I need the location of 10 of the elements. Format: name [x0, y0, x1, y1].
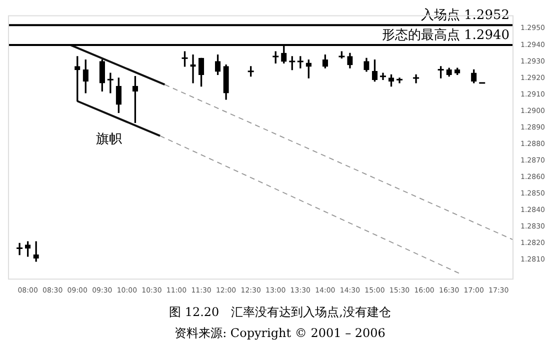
candlestick	[106, 72, 114, 94]
candlestick	[16, 242, 24, 256]
candlestick	[412, 74, 420, 84]
caption: 图 12.20 汇率没有达到入场点,没有建仓	[168, 304, 392, 321]
ref-line-label: 形态的最高点 1.2940	[382, 26, 510, 43]
ref-line-label: 入场点 1.2952	[420, 8, 510, 23]
annotation: 旗帜	[96, 132, 122, 147]
text: 资料来源: Copyright © 2001 – 2006	[174, 325, 386, 342]
candlestick	[379, 72, 387, 80]
candlestick	[396, 78, 404, 84]
